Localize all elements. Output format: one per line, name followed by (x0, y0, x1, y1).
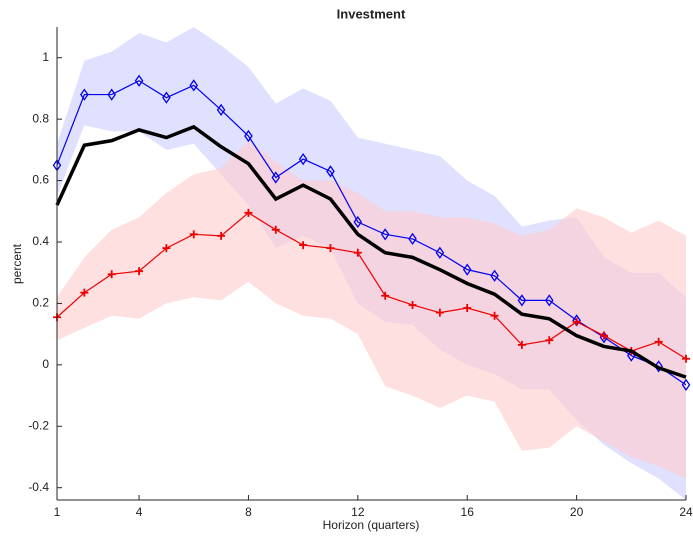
y-tick-label: 0.6 (32, 173, 49, 187)
marker (682, 354, 690, 363)
x-tick-label: 4 (136, 505, 143, 519)
x-tick-label: 1 (54, 505, 61, 519)
y-tick-label: 0 (42, 357, 49, 371)
chart-title: Investment (337, 6, 406, 21)
marker (271, 225, 280, 234)
marker (80, 288, 89, 297)
marker (572, 317, 581, 326)
marker (134, 74, 144, 87)
x-tick-label: 20 (570, 505, 584, 519)
marker (463, 304, 472, 313)
y-tick-label: 1 (42, 50, 49, 64)
line (56, 80, 687, 386)
marker (135, 267, 144, 276)
x-axis-label: Horizon (quarters) (323, 518, 420, 532)
line (55, 124, 687, 379)
marker (299, 241, 308, 250)
marker (435, 246, 445, 259)
y-tick-label: -0.2 (28, 418, 49, 432)
marker (380, 228, 390, 241)
marker (107, 88, 116, 101)
marker (654, 337, 663, 346)
marker (490, 311, 499, 320)
marker (244, 208, 253, 217)
marker (490, 269, 499, 282)
marker (517, 294, 527, 307)
y-tick-label: 0.2 (32, 296, 49, 310)
marker (381, 291, 390, 300)
marker (189, 230, 198, 239)
x-tick-label: 16 (461, 505, 475, 519)
marker (326, 165, 335, 178)
marker (162, 244, 171, 253)
marker (353, 248, 362, 257)
marker (599, 331, 608, 340)
marker (298, 152, 308, 166)
confidence-band (57, 140, 686, 479)
marker (244, 129, 253, 143)
marker (408, 300, 417, 309)
marker (216, 103, 226, 117)
marker (107, 270, 116, 279)
y-tick-label: -0.4 (28, 480, 49, 494)
marker (408, 232, 417, 246)
marker (189, 79, 199, 92)
marker (435, 308, 444, 317)
marker (545, 336, 554, 345)
x-tick-label: 24 (679, 505, 693, 519)
marker (326, 244, 335, 253)
x-tick-label: 12 (351, 505, 365, 519)
y-tick-label: 0.4 (32, 234, 49, 248)
line (56, 212, 687, 360)
marker (462, 263, 472, 276)
marker (162, 91, 171, 104)
y-tick-label: 0.8 (32, 111, 49, 125)
marker (271, 171, 281, 184)
marker (217, 231, 226, 240)
x-tick-label: 8 (245, 505, 252, 519)
marker (681, 378, 691, 391)
marker (353, 215, 363, 229)
marker (517, 340, 526, 349)
marker (80, 88, 89, 101)
marker (544, 294, 554, 307)
y-axis-label: percent (10, 243, 24, 284)
